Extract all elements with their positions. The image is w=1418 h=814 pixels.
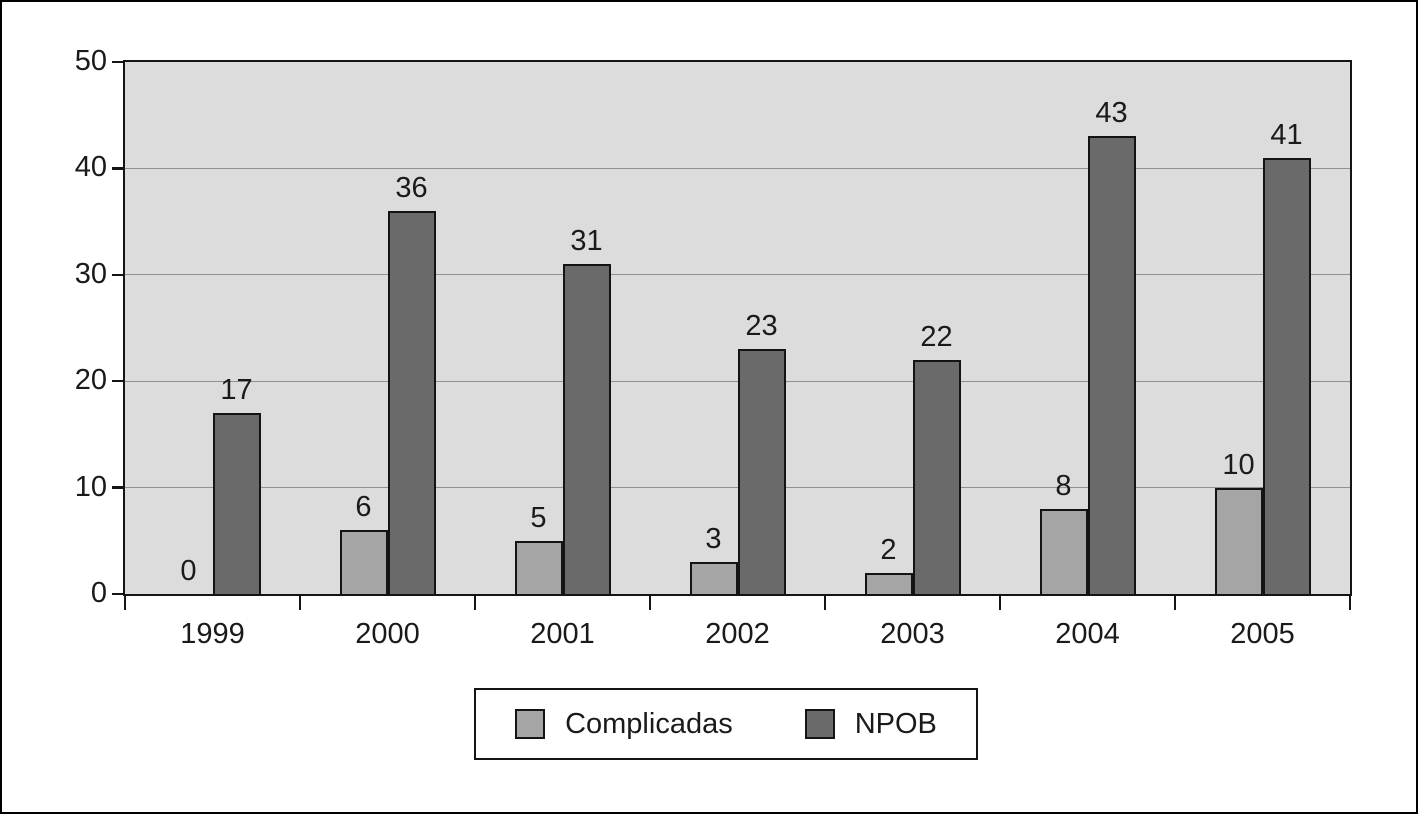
x-axis-label-2005: 2005 bbox=[1230, 618, 1295, 650]
value-label-complicadas-2004: 8 bbox=[1055, 469, 1072, 502]
x-axis-label-2000: 2000 bbox=[355, 618, 420, 650]
x-axis-tick-7 bbox=[1348, 596, 1352, 610]
x-axis-tick-3 bbox=[648, 596, 652, 610]
gridline-40 bbox=[125, 167, 1350, 170]
y-axis-label-40: 40 bbox=[74, 151, 107, 184]
value-label-npob-2001: 31 bbox=[570, 225, 603, 258]
plot-area bbox=[123, 60, 1352, 596]
value-label-npob-2000: 36 bbox=[395, 171, 428, 204]
x-axis-tick-2 bbox=[473, 596, 477, 610]
x-axis-tick-0 bbox=[123, 596, 127, 610]
y-axis-tick-10 bbox=[112, 486, 125, 489]
bar-npob-2002 bbox=[737, 349, 786, 594]
legend-label-npob: NPOB bbox=[854, 707, 937, 740]
x-axis-tick-6 bbox=[1173, 596, 1177, 610]
bar-npob-2000 bbox=[387, 210, 436, 594]
legend-item-npob: NPOB bbox=[804, 707, 937, 740]
bar-npob-1999 bbox=[212, 413, 261, 594]
bar-complicadas-2000 bbox=[339, 530, 388, 594]
x-axis-tick-1 bbox=[298, 596, 302, 610]
y-axis-label-20: 20 bbox=[74, 364, 107, 397]
value-label-npob-2003: 22 bbox=[920, 320, 953, 353]
value-label-npob-2005: 41 bbox=[1270, 118, 1303, 151]
bar-complicadas-2004 bbox=[1039, 508, 1088, 594]
legend: Complicadas NPOB bbox=[474, 688, 978, 760]
x-axis-label-2004: 2004 bbox=[1055, 618, 1120, 650]
bar-npob-2005 bbox=[1262, 157, 1311, 594]
y-axis-label-0: 0 bbox=[90, 577, 107, 609]
y-axis-tick-0 bbox=[112, 592, 125, 596]
y-axis-label-30: 30 bbox=[74, 257, 107, 290]
bar-complicadas-2001 bbox=[514, 540, 563, 594]
legend-item-complicadas: Complicadas bbox=[515, 709, 733, 739]
bar-npob-2003 bbox=[912, 359, 961, 594]
bar-complicadas-2003 bbox=[864, 572, 913, 594]
value-label-complicadas-1999: 0 bbox=[180, 555, 197, 587]
y-axis-tick-40 bbox=[112, 167, 125, 170]
x-axis-tick-4 bbox=[823, 596, 827, 610]
bar-complicadas-2005 bbox=[1214, 487, 1263, 594]
bar-npob-2004 bbox=[1087, 136, 1136, 594]
legend-swatch-npob bbox=[804, 709, 835, 739]
x-axis-label-1999: 1999 bbox=[180, 618, 245, 650]
x-axis-label-2002: 2002 bbox=[705, 618, 770, 650]
value-label-complicadas-2002: 3 bbox=[705, 523, 722, 556]
y-axis-tick-50 bbox=[112, 60, 125, 64]
value-label-complicadas-2000: 6 bbox=[355, 491, 372, 524]
y-axis-label-10: 10 bbox=[74, 470, 107, 503]
value-label-complicadas-2001: 5 bbox=[530, 501, 547, 534]
value-label-complicadas-2003: 2 bbox=[880, 533, 897, 566]
value-label-complicadas-2005: 10 bbox=[1222, 448, 1255, 481]
y-axis-tick-30 bbox=[112, 273, 125, 277]
x-axis-tick-5 bbox=[998, 596, 1002, 610]
value-label-npob-2002: 23 bbox=[745, 310, 778, 343]
legend-swatch-complicadas bbox=[515, 709, 546, 739]
bar-complicadas-2002 bbox=[689, 562, 738, 594]
value-label-npob-2004: 43 bbox=[1095, 97, 1128, 130]
gridline-30 bbox=[125, 274, 1350, 276]
value-label-npob-1999: 17 bbox=[220, 374, 253, 407]
x-axis-label-2001: 2001 bbox=[530, 618, 595, 650]
legend-label-complicadas: Complicadas bbox=[565, 707, 733, 740]
bar-npob-2001 bbox=[562, 264, 611, 594]
y-axis-tick-20 bbox=[112, 379, 125, 383]
x-axis-label-2003: 2003 bbox=[880, 618, 945, 650]
y-axis-label-50: 50 bbox=[74, 45, 107, 77]
